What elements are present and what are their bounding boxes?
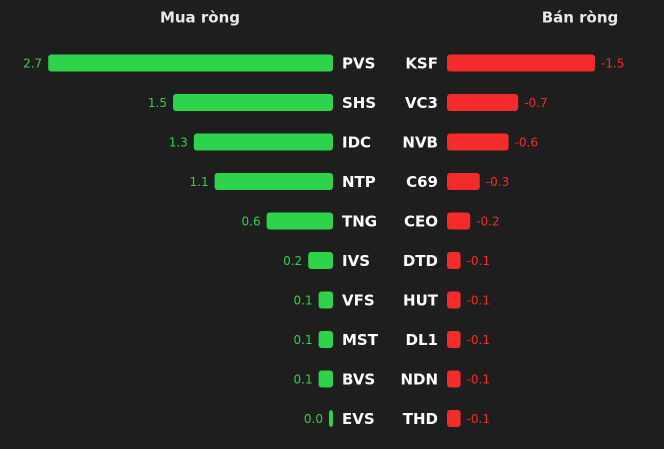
value-label: 0.0 (304, 412, 323, 426)
value-label: -0.6 (515, 136, 538, 150)
category-label: EVS (342, 410, 375, 428)
value-label: -1.5 (601, 57, 624, 71)
bar (318, 370, 333, 388)
value-label: 0.2 (283, 254, 302, 268)
category-label: IDC (342, 134, 371, 152)
category-label: PVS (342, 55, 375, 73)
bar (214, 173, 333, 190)
bar (48, 54, 333, 72)
bar (308, 252, 333, 269)
bar (447, 291, 461, 309)
bar (173, 94, 333, 111)
value-label: 1.1 (190, 175, 209, 189)
category-label: CEO (404, 213, 438, 231)
category-label: IVS (342, 252, 370, 270)
value-label: 0.6 (242, 215, 261, 229)
bar (447, 370, 461, 388)
value-label: -0.1 (467, 333, 490, 347)
category-label: DL1 (406, 331, 438, 349)
category-label: C69 (406, 173, 438, 191)
value-label: 0.1 (294, 294, 313, 308)
bar (329, 410, 333, 427)
value-label: 0.1 (294, 333, 313, 347)
value-label: 1.3 (169, 136, 188, 150)
category-label: TNG (342, 213, 377, 231)
chart-title: Mua ròng (160, 9, 240, 27)
category-label: DTD (403, 252, 438, 270)
bar (447, 331, 461, 348)
category-label: NDN (400, 371, 438, 389)
bar (318, 291, 333, 309)
value-label: 2.7 (23, 57, 42, 71)
bar (447, 54, 595, 72)
value-label: -0.1 (467, 373, 490, 387)
bar (447, 94, 519, 111)
category-label: NVB (402, 134, 438, 152)
bar (447, 252, 461, 269)
value-label: -0.1 (467, 412, 490, 426)
category-label: SHS (342, 94, 376, 112)
category-label: VC3 (405, 94, 438, 112)
category-label: NTP (342, 173, 376, 191)
bar (318, 331, 333, 348)
bar (447, 212, 471, 230)
bar (447, 173, 480, 190)
category-label: MST (342, 331, 379, 349)
category-label: THD (403, 410, 438, 428)
value-label: -0.1 (467, 254, 490, 268)
category-label: VFS (342, 292, 375, 310)
value-label: -0.3 (486, 175, 509, 189)
value-label: 1.5 (148, 96, 167, 110)
bar (193, 133, 333, 151)
category-label: KSF (405, 55, 438, 73)
chart-title: Bán ròng (542, 9, 619, 27)
bar (266, 212, 333, 230)
value-label: -0.7 (524, 96, 547, 110)
bar (447, 133, 509, 151)
value-label: 0.1 (294, 373, 313, 387)
value-label: -0.1 (467, 294, 490, 308)
value-label: -0.2 (476, 215, 499, 229)
bar (447, 410, 461, 427)
category-label: BVS (342, 371, 375, 389)
category-label: HUT (403, 292, 439, 310)
